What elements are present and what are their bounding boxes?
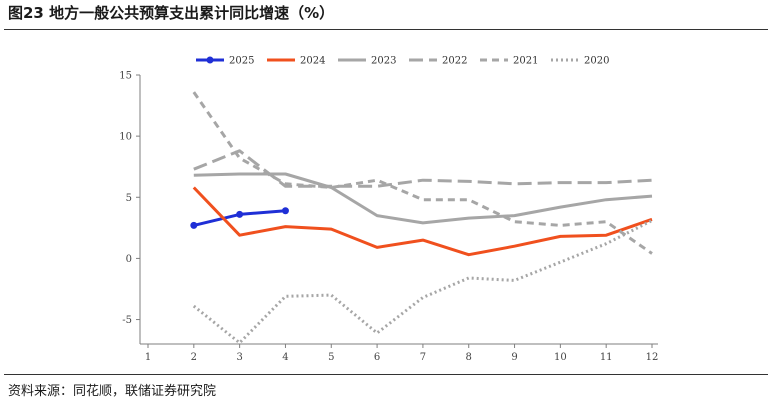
legend-marker-2025: [206, 56, 214, 64]
legend-label-2025: 2025: [229, 56, 254, 67]
source-note: 资料来源：同花顺，联储证券研究院: [8, 384, 217, 399]
series-line-2024: [192, 186, 653, 257]
x-tick-label: 1: [145, 352, 151, 363]
y-tick-label: 10: [119, 132, 132, 143]
legend-label-2020: 2020: [584, 56, 609, 67]
x-tick-label: 11: [600, 352, 613, 363]
y-tick-label: 15: [119, 71, 132, 82]
x-tick-label: 6: [374, 352, 380, 363]
y-tick-label: 5: [126, 193, 132, 204]
x-tick-label: 7: [420, 352, 426, 363]
legend-label-2024: 2024: [300, 56, 325, 67]
x-tick-label: 4: [282, 352, 288, 363]
legend: 2025 2024 2023 2022 2021 2020: [196, 56, 609, 67]
source-rule: [4, 374, 768, 375]
series-line-2021: [192, 91, 653, 255]
legend-label-2023: 2023: [371, 56, 396, 67]
series-line-2022: [193, 149, 653, 188]
y-tick-label: 0: [126, 254, 132, 265]
x-tick-label: 3: [236, 352, 242, 363]
data-point-2025: [281, 207, 289, 215]
x-tick-label: 5: [328, 352, 334, 363]
data-point-2025: [236, 210, 244, 218]
legend-label-2021: 2021: [513, 56, 538, 67]
y-tick-label: -5: [122, 315, 132, 326]
legend-label-2022: 2022: [442, 56, 467, 67]
x-tick-label: 10: [554, 352, 567, 363]
title-rule: [4, 29, 768, 30]
series-layer: [190, 91, 653, 345]
x-tick-label: 2: [191, 352, 197, 363]
x-tick-label: 9: [511, 352, 517, 363]
chart-title: 图23 地方一般公共预算支出累计同比增速（%）: [8, 4, 335, 22]
x-tick-label: 12: [646, 352, 659, 363]
data-point-2025: [190, 221, 198, 229]
x-tick-label: 8: [466, 352, 472, 363]
